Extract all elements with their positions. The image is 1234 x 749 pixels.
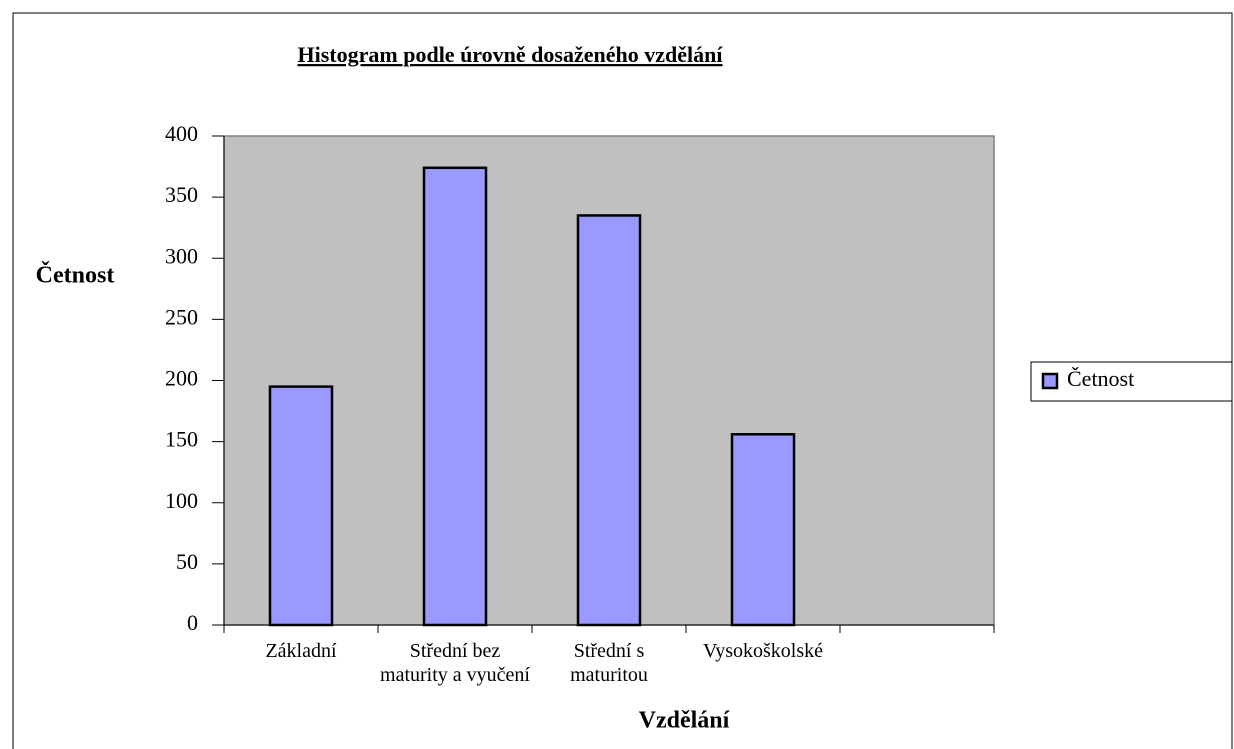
legend-box xyxy=(1030,361,1233,402)
x-tick-label: Vysokoškolské xyxy=(702,640,823,662)
y-tick-label: 250 xyxy=(165,304,198,329)
x-tick-label: Střední bez maturity a vyučení xyxy=(380,640,530,686)
y-tick-label: 100 xyxy=(165,488,198,513)
y-tick-label: 350 xyxy=(165,182,198,207)
bar xyxy=(268,385,334,627)
legend-label: Četnost xyxy=(1067,366,1134,391)
x-axis-label: Vzdělání xyxy=(639,708,730,734)
y-tick-label: 300 xyxy=(165,243,198,268)
x-tick-label: Střední s maturitou xyxy=(570,640,648,686)
bar xyxy=(422,166,488,627)
x-tick-label: Základní xyxy=(265,640,337,662)
bar xyxy=(730,433,796,627)
chart-title: Histogram podle úrovně dosaženého vzdělá… xyxy=(298,42,724,67)
y-tick-label: 0 xyxy=(187,610,198,635)
legend-swatch xyxy=(1041,372,1059,390)
bar xyxy=(576,214,642,627)
y-tick-label: 400 xyxy=(165,121,198,146)
y-axis-label: Četnost xyxy=(36,262,115,289)
y-tick-label: 200 xyxy=(165,366,198,391)
y-tick-label: 50 xyxy=(176,549,198,574)
y-tick-label: 150 xyxy=(165,427,198,452)
